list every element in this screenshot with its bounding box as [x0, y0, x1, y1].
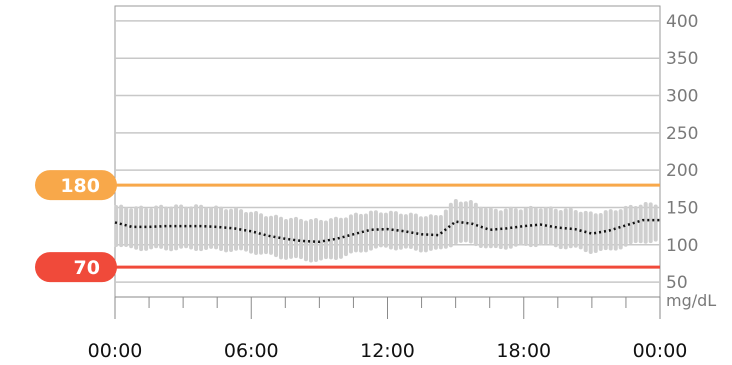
y-tick-label: 100 — [666, 236, 698, 256]
plot-frame — [114, 5, 661, 298]
y-tick-label: 300 — [666, 87, 698, 107]
y-axis: 50 100 150 200 250 300 350 400 — [666, 12, 698, 293]
threshold-label: 70 — [74, 257, 100, 279]
glucose-median-line — [114, 218, 660, 244]
threshold-badge — [35, 252, 117, 283]
chart-grid — [114, 5, 661, 319]
threshold-badge — [35, 170, 117, 201]
x-tick-label: 06:00 — [224, 340, 279, 362]
y-tick-label: 50 — [666, 273, 688, 293]
y-tick-label: 400 — [666, 12, 698, 32]
y-tick-label: 350 — [666, 49, 698, 69]
x-axis: 00:00 06:00 12:00 18:00 00:00 — [88, 340, 688, 362]
y-tick-label: 200 — [666, 161, 698, 181]
glucose-threshold-lines: 180 70 — [35, 170, 660, 283]
glucose-range-bands — [114, 198, 658, 263]
y-tick-label: 150 — [666, 198, 698, 218]
x-tick-label: 00:00 — [633, 340, 688, 362]
y-tick-label: 250 — [666, 124, 698, 144]
x-tick-label: 18:00 — [496, 340, 551, 362]
y-axis-unit: mg/dL — [666, 291, 716, 310]
x-tick-label: 00:00 — [88, 340, 143, 362]
x-tick-label: 12:00 — [360, 340, 415, 362]
median-trace — [114, 218, 660, 244]
threshold-label: 180 — [60, 175, 100, 197]
